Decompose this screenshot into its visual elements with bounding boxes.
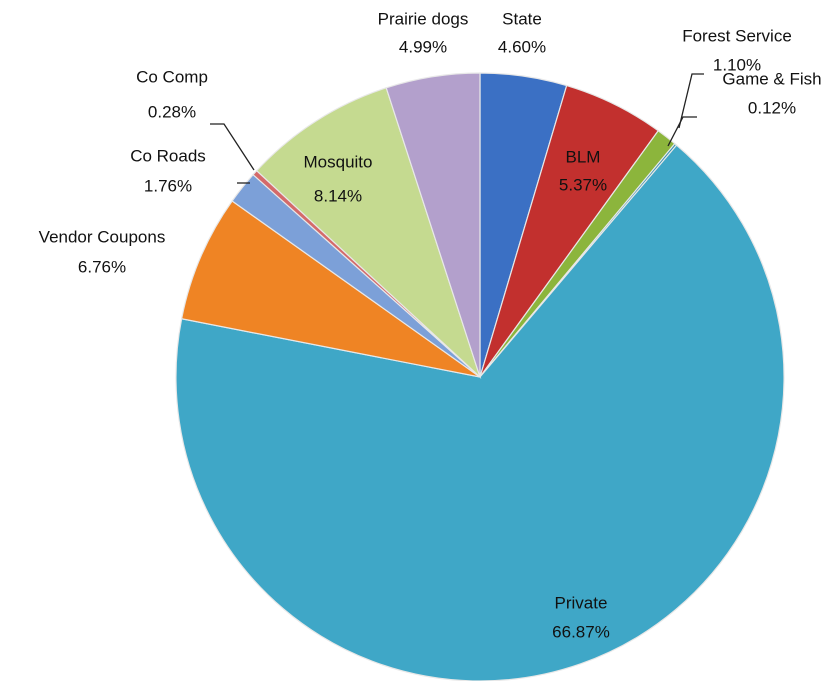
slice-label: BLM [566, 147, 601, 166]
pie-slice [385, 72, 481, 378]
slice-label: Prairie dogs [378, 9, 469, 28]
leader-line [667, 116, 697, 147]
pie-slice [180, 200, 481, 378]
slice-value: 4.99% [399, 37, 447, 56]
slice-label: Private [555, 593, 608, 612]
slice-value: 4.60% [498, 37, 546, 56]
slice-label: Co Roads [130, 146, 206, 165]
slice-value: 1.10% [713, 55, 761, 74]
slice-label: Co Comp [136, 67, 208, 86]
slice-label: Forest Service [682, 26, 792, 45]
slice-value: 0.28% [148, 102, 196, 121]
slice-value: 5.37% [559, 175, 607, 194]
slice-label: Vendor Coupons [39, 227, 166, 246]
slice-value: 1.76% [144, 176, 192, 195]
leader-line [210, 123, 255, 171]
slice-value: 66.87% [552, 622, 610, 641]
slice-value: 8.14% [314, 186, 362, 205]
slice-label: Mosquito [304, 152, 373, 171]
slice-label: Game & Fish [722, 69, 821, 88]
pie-slice [175, 144, 785, 681]
pie-slice [255, 87, 482, 379]
slice-label: State [502, 9, 542, 28]
slice-value: 6.76% [78, 257, 126, 276]
leader-line [678, 73, 704, 129]
slice-value: 0.12% [748, 98, 796, 117]
